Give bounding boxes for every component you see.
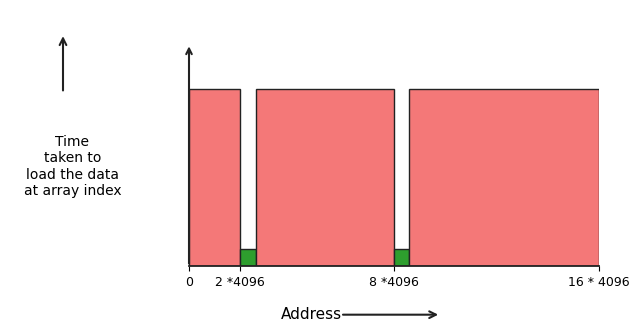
Bar <box>394 249 409 266</box>
Bar <box>409 90 598 266</box>
Text: Time
taken to
load the data
at array index: Time taken to load the data at array ind… <box>24 135 121 198</box>
Bar <box>240 249 256 266</box>
Bar <box>189 90 240 266</box>
Bar <box>256 90 394 266</box>
Text: Address: Address <box>281 307 343 322</box>
